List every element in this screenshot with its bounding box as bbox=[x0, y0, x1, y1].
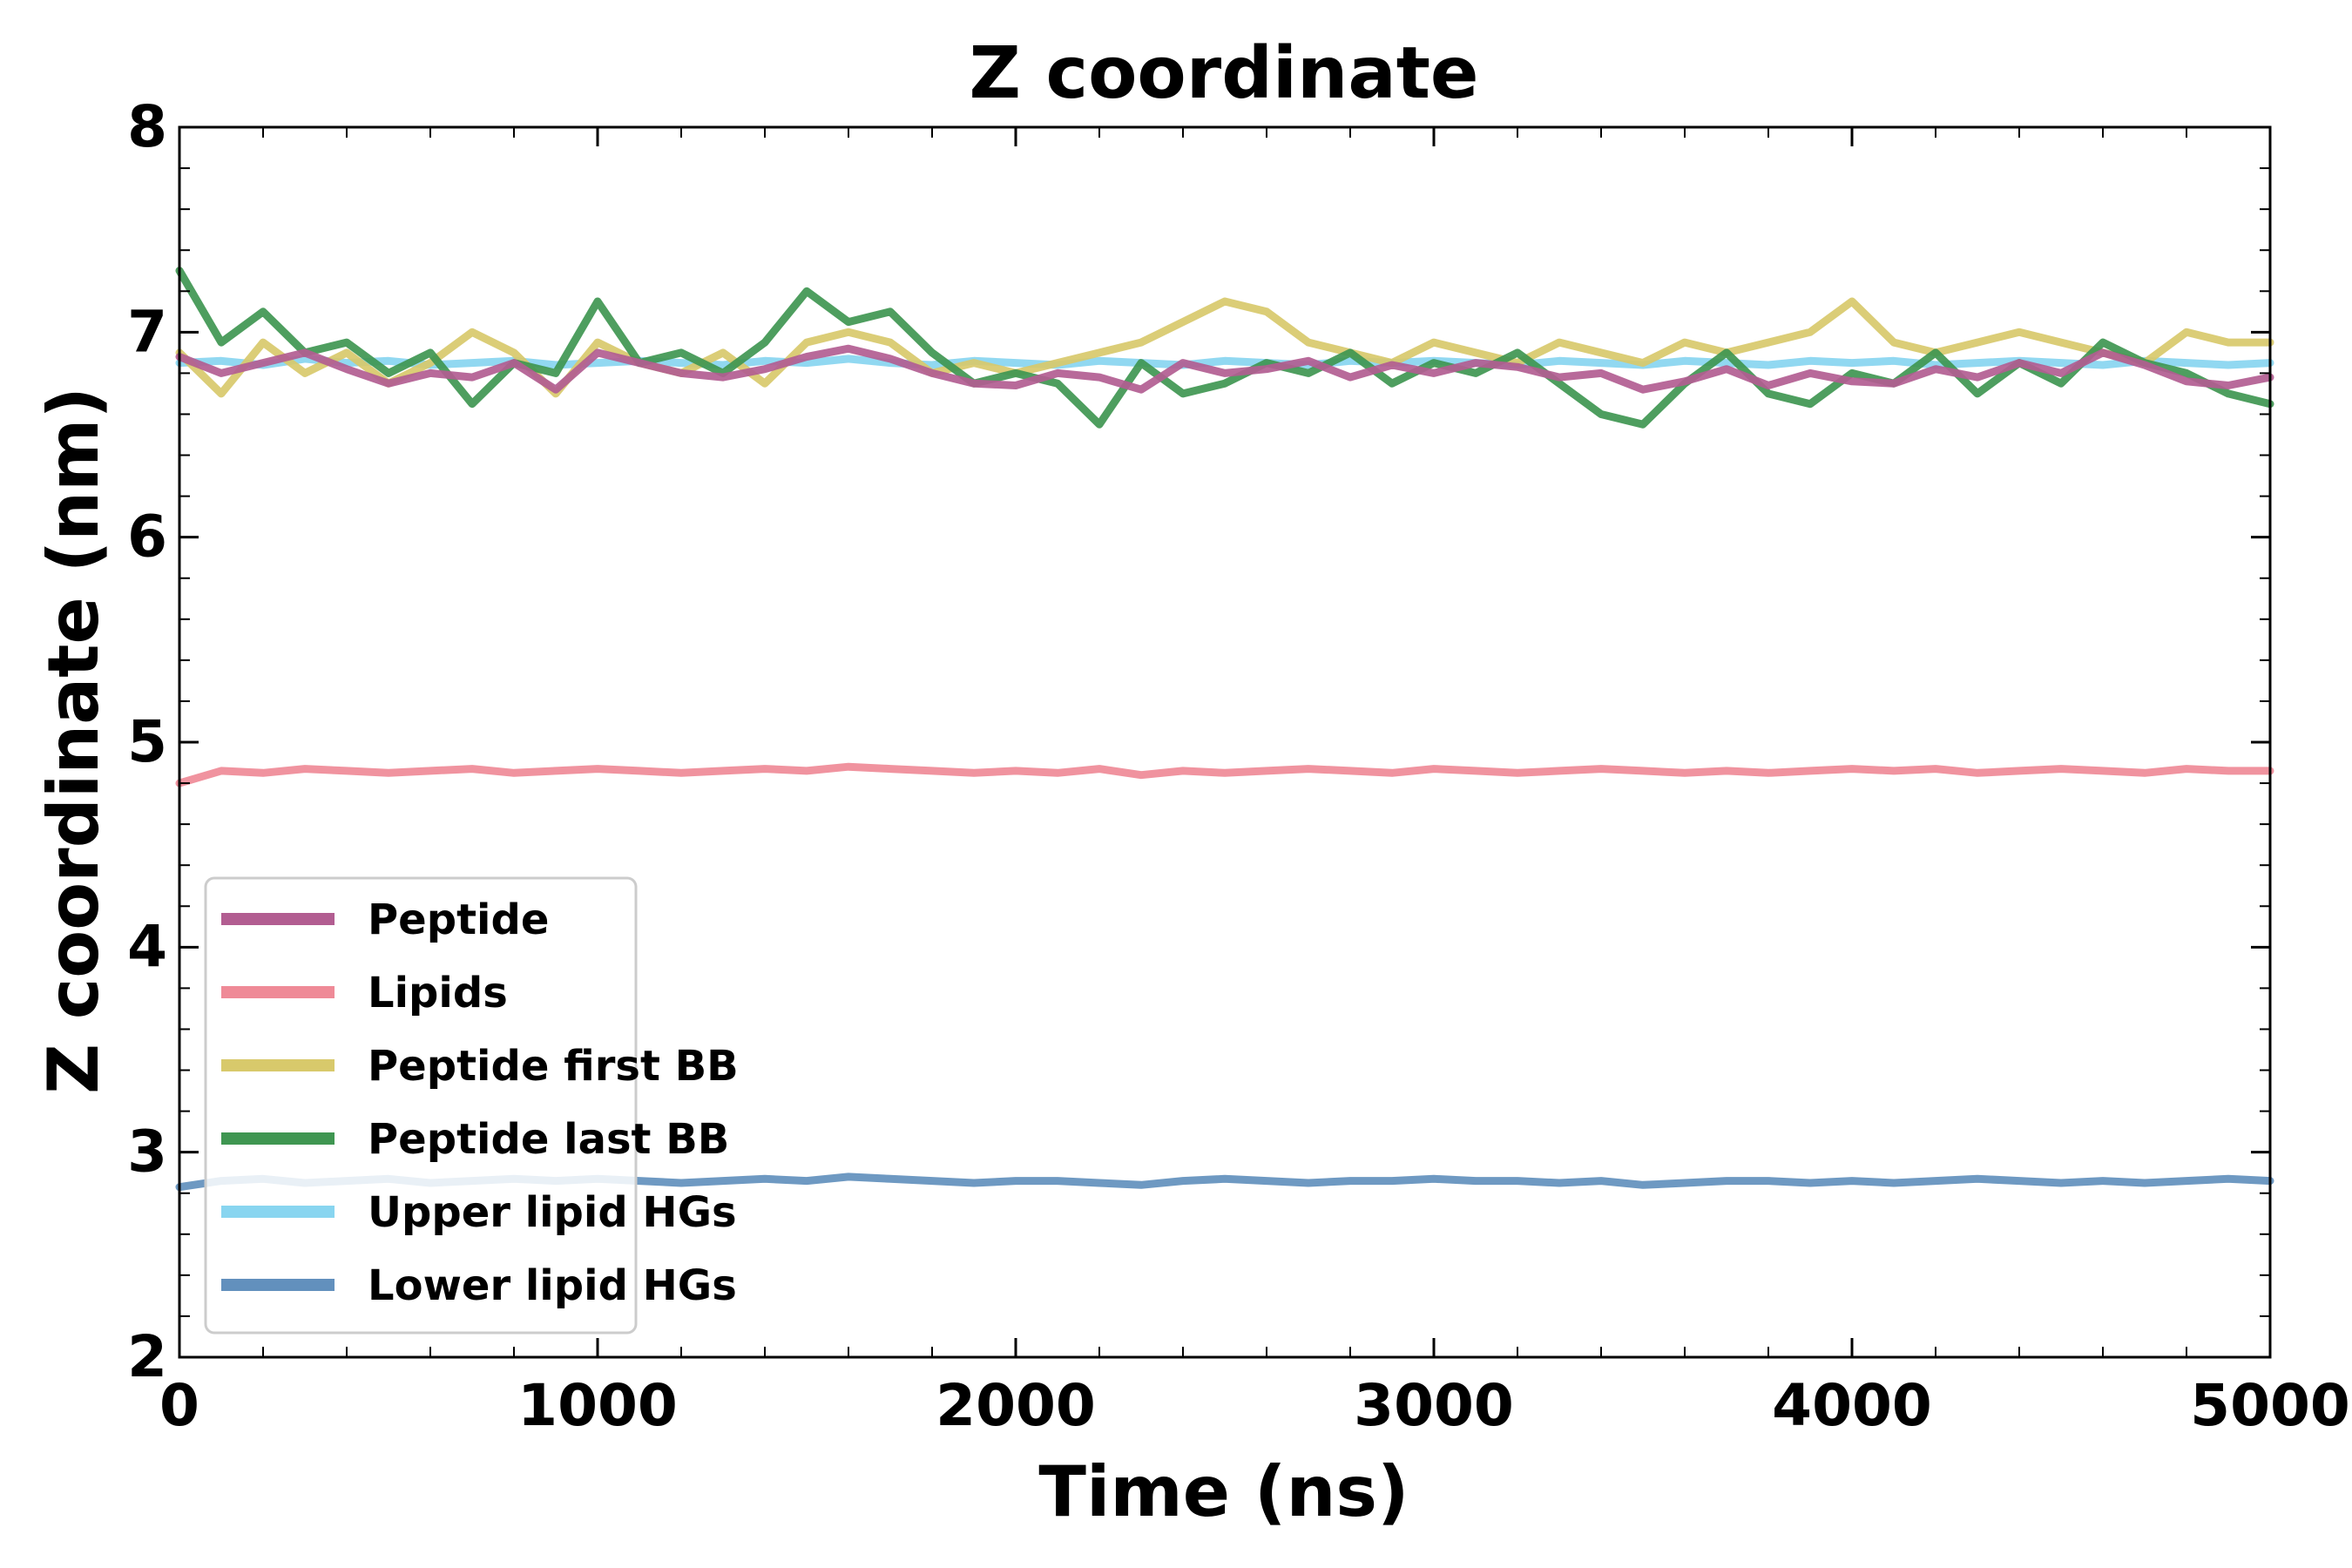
legend-label: Peptide last BB bbox=[368, 1115, 729, 1164]
x-tick-label: 2000 bbox=[936, 1372, 1096, 1439]
y-tick-label: 7 bbox=[127, 298, 167, 365]
legend-label: Peptide bbox=[368, 896, 549, 944]
y-tick-label: 4 bbox=[127, 913, 167, 980]
legend-label: Peptide first BB bbox=[368, 1042, 739, 1091]
y-tick-label: 8 bbox=[127, 93, 167, 160]
chart-title: Z coordinate bbox=[969, 32, 1478, 115]
y-tick-label: 5 bbox=[127, 708, 167, 775]
x-tick-label: 3000 bbox=[1354, 1372, 1514, 1439]
x-tick-label: 4000 bbox=[1772, 1372, 1932, 1439]
x-tick-label: 0 bbox=[159, 1372, 199, 1439]
x-tick-label: 5000 bbox=[2190, 1372, 2350, 1439]
y-axis-label: Z coordinate (nm) bbox=[33, 387, 114, 1094]
series-line-1 bbox=[175, 762, 2274, 787]
y-tick-label: 3 bbox=[127, 1119, 167, 1186]
x-tick-label: 1000 bbox=[517, 1372, 678, 1439]
y-tick-label: 6 bbox=[127, 504, 167, 571]
legend-label: Lipids bbox=[368, 969, 508, 1017]
series-line-0 bbox=[175, 355, 2274, 369]
legend: Peptide Lipids Peptide first BB Peptide las… bbox=[204, 876, 739, 1335]
y-tick-label: 2 bbox=[127, 1323, 167, 1390]
tick-layer: 0 1000 2000 3000 4000 5000 2 3 4 5 6 7 8 bbox=[127, 93, 2350, 1439]
legend-label: Upper lipid HGs bbox=[368, 1188, 737, 1237]
legend-label: Lower lipid HGs bbox=[368, 1261, 737, 1310]
series-line-4 bbox=[175, 267, 2274, 429]
x-axis-label: Time (ns) bbox=[1038, 1451, 1409, 1532]
series-line-5 bbox=[175, 344, 2274, 394]
